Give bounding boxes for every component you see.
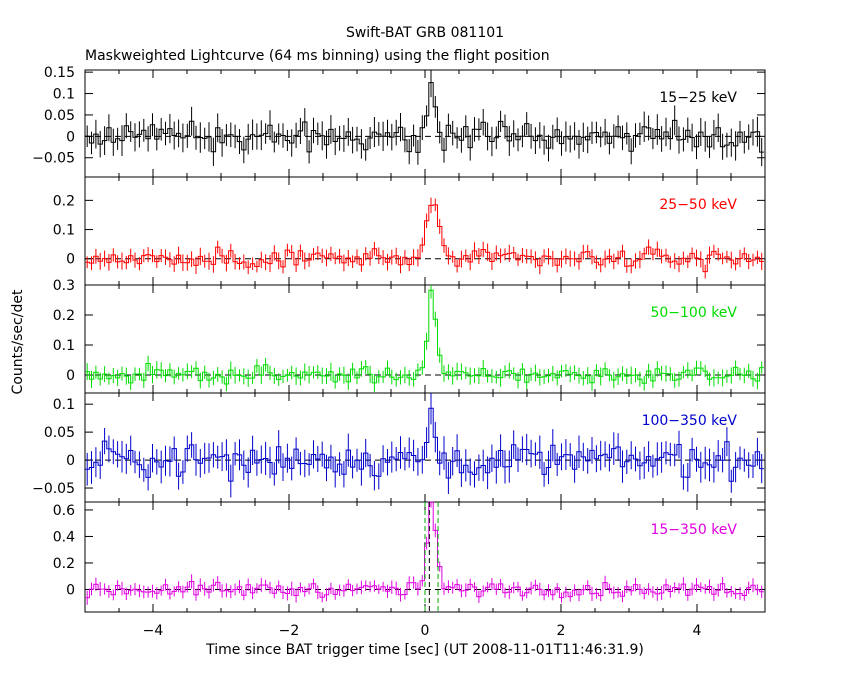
- y-tick-label: 0.1: [53, 223, 75, 239]
- y-tick-label: −0.05: [32, 151, 75, 167]
- y-tick-label: 0: [66, 252, 75, 268]
- band-label-50-100: 50−100 keV: [650, 305, 737, 321]
- x-tick-label: −4: [143, 623, 164, 639]
- y-tick-label: 0: [66, 453, 75, 469]
- y-tick-label: 0: [66, 129, 75, 145]
- x-tick-label: −2: [279, 623, 300, 639]
- y-tick-label: −0.05: [32, 481, 75, 497]
- panel-15-350: 0 0.2 0.4 0.6 15−350 keV: [53, 501, 766, 613]
- series-line-15-25: [85, 82, 764, 153]
- y-tick-label: 0: [66, 582, 75, 598]
- y-tick-label: 0.6: [53, 503, 75, 519]
- y-tick-label: 0.2: [53, 556, 75, 572]
- series-line-25-50: [85, 204, 764, 273]
- y-tick-label: 0.4: [53, 529, 75, 545]
- x-axis-label: Time since BAT trigger time [sec] (UT 20…: [205, 642, 644, 658]
- y-tick-label: 0.1: [53, 397, 75, 413]
- band-label-15-25: 15−25 keV: [659, 90, 737, 106]
- x-tick-label: 2: [557, 623, 566, 639]
- panel-25-50: 0 0.1 0.2 25−50 keV: [53, 176, 766, 286]
- band-label-100-350: 100−350 keV: [642, 413, 738, 429]
- series-line-100-350: [85, 407, 764, 482]
- panel-50-100: 0 0.1 0.2 0.3 50−100 keV: [53, 278, 766, 394]
- y-tick-label: 0.1: [53, 338, 75, 354]
- y-axis-label: Counts/sec/det: [10, 289, 26, 394]
- panels-group: −0.05 0 0.05 0.1 0.15 15−25 keV 0 0.1 0.2 25−50 k…: [32, 65, 766, 639]
- y-tick-label: 0.05: [44, 108, 75, 124]
- y-tick-label: 0.05: [44, 425, 75, 441]
- chart-subtitle: Maskweighted Lightcurve (64 ms binning) …: [85, 48, 550, 64]
- y-tick-label: 0.15: [44, 65, 75, 81]
- panel-100-350: −0.05 0 0.05 0.1 100−350 keV: [32, 392, 766, 503]
- x-tick-label: 0: [421, 623, 430, 639]
- y-tick-label: 0.2: [53, 308, 75, 324]
- y-tick-label: 0.3: [53, 278, 75, 294]
- y-tick-label: 0.1: [53, 87, 75, 103]
- panel-15-25: −0.05 0 0.05 0.1 0.15 15−25 keV: [32, 65, 766, 178]
- error-bars: [86, 285, 763, 392]
- y-tick-label: 0.2: [53, 193, 75, 209]
- band-label-25-50: 25−50 keV: [659, 197, 737, 213]
- x-tick-label: 4: [693, 623, 702, 639]
- band-label-15-350: 15−350 keV: [650, 522, 737, 538]
- chart-title: Swift-BAT GRB 081101: [346, 25, 504, 41]
- y-tick-label: 0: [66, 368, 75, 384]
- series-line-50-100: [85, 289, 764, 385]
